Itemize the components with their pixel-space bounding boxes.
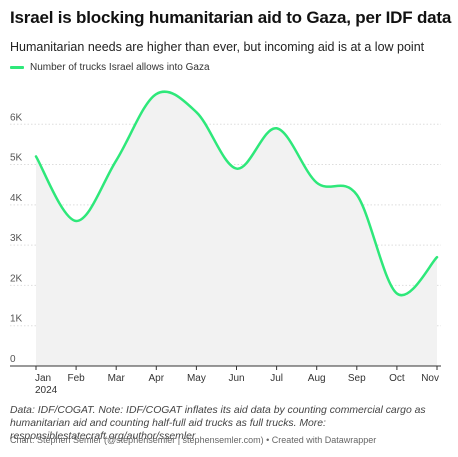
legend-label: Number of trucks Israel allows into Gaza xyxy=(30,62,210,73)
y-tick-label: 3K xyxy=(10,233,23,244)
chart-legend: Number of trucks Israel allows into Gaza xyxy=(10,62,210,73)
y-tick-label: 0 xyxy=(10,354,16,365)
x-tick-label: Mar xyxy=(108,373,126,384)
x-tick-label: Oct xyxy=(389,373,405,384)
series-line xyxy=(34,90,439,297)
chart-credit: Chart: Stephen Semler (@stephensemler | … xyxy=(10,435,377,445)
y-tick-label: 1K xyxy=(10,314,23,325)
x-tick-label: Feb xyxy=(67,373,85,384)
y-tick-label: 2K xyxy=(10,273,23,284)
y-tick-label: 5K xyxy=(10,153,23,164)
x-tick-label: Jul xyxy=(270,373,283,384)
y-tick-label: 4K xyxy=(10,193,23,204)
line-chart: 0 1K 2K 3K 4K 5K 6K Jan Feb Mar Apr May Jun Jul Aug Sep… xyxy=(10,90,441,396)
chart-subtitle: Humanitarian needs are higher than ever,… xyxy=(10,40,425,54)
y-tick-label: 6K xyxy=(10,112,23,123)
x-tick-label: May xyxy=(187,373,206,384)
x-tick-label: Jun xyxy=(228,373,244,384)
x-tick-sublabel: 2024 xyxy=(35,385,58,396)
x-tick-label: Apr xyxy=(149,373,165,384)
source-notes: Data: IDF/COGAT. Note: IDF/COGAT inflate… xyxy=(10,405,426,442)
x-tick-label: Sep xyxy=(348,373,366,384)
chart-title: Israel is blocking humanitarian aid to G… xyxy=(10,8,452,27)
legend-swatch xyxy=(10,66,24,69)
x-tick-label: Aug xyxy=(308,373,326,384)
x-tick-label: Nov xyxy=(421,373,439,384)
area-fill xyxy=(36,91,437,367)
x-tick-label: Jan xyxy=(35,373,51,384)
